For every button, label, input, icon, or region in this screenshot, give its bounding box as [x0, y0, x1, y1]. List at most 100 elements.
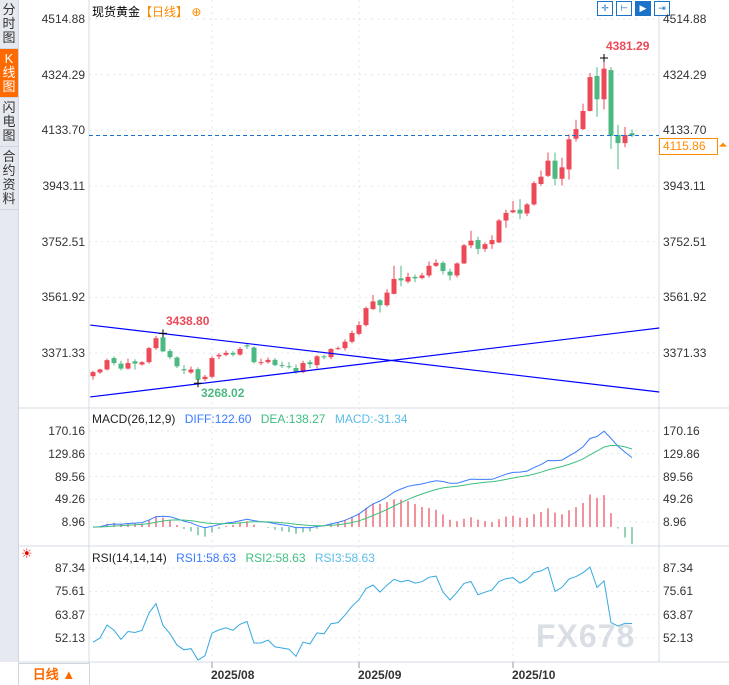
period-label: 【日线】 — [140, 5, 189, 19]
candle-body — [468, 240, 474, 246]
extreme-marker-icon — [600, 54, 608, 63]
candle-body — [454, 263, 460, 276]
candle-body — [601, 68, 607, 100]
candle-body — [622, 134, 628, 144]
extreme-marker-icon — [194, 379, 202, 388]
right-axis-tick: 3371.33 — [663, 346, 707, 361]
right-axis-tick: 170.16 — [663, 424, 700, 438]
go-latest-icon[interactable]: ⇥ — [654, 1, 670, 16]
candle-body — [384, 292, 390, 306]
candle-body — [503, 212, 509, 221]
x-axis-tick: 2025/10 — [512, 668, 556, 682]
watermark-logo: FX678 — [536, 618, 636, 654]
candle-body — [524, 204, 530, 214]
candle-body — [181, 369, 187, 371]
crosshair-icon[interactable]: ✛ — [597, 1, 613, 16]
macd-diff-line — [92, 430, 633, 529]
candle-body — [349, 332, 355, 342]
trend-line — [90, 327, 660, 398]
candle-body — [223, 352, 229, 355]
candle-body — [412, 276, 418, 279]
candle-body — [132, 361, 138, 364]
right-axis-tick: 4133.70 — [663, 123, 707, 138]
rsi-name: RSI(14,14,14) — [92, 551, 167, 565]
play-icon[interactable]: ▶ — [635, 1, 651, 16]
left-axis-tick: 3752.51 — [41, 234, 85, 249]
left-axis-tick: 49.26 — [54, 492, 85, 507]
left-axis-tick: 8.96 — [61, 515, 85, 529]
period-selector-button[interactable]: 日线 ▲ — [18, 663, 90, 685]
candle-body — [90, 372, 96, 377]
candle-body — [307, 362, 313, 365]
right-axis-tick: 3943.11 — [663, 179, 706, 193]
candle-body — [97, 369, 103, 373]
candle-body — [587, 77, 593, 111]
candle-body — [608, 70, 614, 136]
candle-body — [405, 276, 411, 282]
candle-body — [335, 348, 341, 350]
instrument-name: 现货黄金 — [92, 5, 141, 19]
right-axis-tick: 87.34 — [663, 561, 694, 576]
right-axis-tick: 3561.92 — [663, 290, 707, 305]
range-icon[interactable]: ⊢ — [616, 1, 632, 16]
right-axis-tick: 3752.51 — [663, 234, 707, 249]
candle-body — [209, 358, 215, 377]
right-axis-tick: 8.96 — [663, 515, 687, 529]
crosshair-plus-icon[interactable]: ⊕ — [191, 5, 202, 19]
candle-body — [272, 359, 278, 366]
candle-body — [251, 347, 257, 363]
candle-body — [356, 325, 362, 334]
right-axis-tick: 52.13 — [663, 631, 694, 645]
candle-body — [489, 240, 495, 245]
left-axis-tick: 63.87 — [54, 607, 85, 622]
right-axis-tick: 49.26 — [663, 492, 694, 507]
left-axis-tick: 3561.92 — [41, 290, 85, 305]
macd-dea-line — [92, 444, 633, 528]
left-axis-tick: 3943.11 — [42, 179, 86, 193]
settings-sun-icon[interactable]: ☀ — [21, 546, 33, 561]
left-axis-tick: 4133.70 — [41, 123, 85, 138]
high-price-label: 3438.80 — [166, 314, 210, 329]
sidebar-tab-kline[interactable]: K线图 — [0, 49, 18, 98]
candle-body — [279, 365, 285, 367]
candle-body — [265, 359, 271, 363]
triangle-up-icon: ▲ — [62, 667, 76, 682]
trend-line — [90, 324, 660, 393]
candle-body — [482, 244, 488, 249]
candle-body — [160, 337, 166, 352]
sidebar-tab-timeshare[interactable]: 分时图 — [0, 0, 18, 49]
macd-value: MACD:-31.34 — [334, 412, 408, 426]
macd-diff: DIFF:122.60 — [184, 412, 252, 426]
candle-body — [517, 209, 523, 214]
candle-body — [286, 366, 292, 368]
right-axis-tick: 89.56 — [663, 469, 694, 484]
candle-body — [293, 368, 299, 373]
candle-body — [237, 349, 243, 355]
candle-body — [545, 160, 551, 176]
candle-body — [475, 240, 481, 249]
right-axis-tick: 63.87 — [663, 607, 694, 622]
left-axis-tick: 170.16 — [48, 424, 85, 438]
rsi-line — [92, 566, 633, 661]
candle-body — [552, 160, 558, 179]
sidebar: 分时图 K线图 闪电图 合约资料 — [0, 0, 19, 662]
candle-body — [146, 348, 152, 363]
candle-body — [111, 358, 117, 364]
candle-body — [188, 369, 194, 373]
candle-body — [125, 363, 131, 369]
sidebar-tab-flash[interactable]: 闪电图 — [0, 98, 18, 147]
candle-body — [559, 167, 565, 179]
scroll-up-icon[interactable]: ⏶ — [719, 140, 727, 151]
candle-body — [230, 352, 236, 355]
candle-body — [104, 360, 110, 370]
candle-body — [496, 220, 502, 243]
low-price-label: 3268.02 — [201, 386, 245, 401]
candle-body — [510, 210, 516, 213]
macd-legend: MACD(26,12,9) DIFF:122.60 DEA:138.27 MAC… — [92, 412, 414, 426]
sidebar-tab-contract-info[interactable]: 合约资料 — [0, 147, 18, 210]
left-axis-tick: 87.34 — [54, 561, 85, 576]
x-axis-tick: 2025/08 — [211, 668, 255, 682]
right-axis-tick: 4514.88 — [663, 12, 707, 26]
left-axis-tick: 89.56 — [54, 469, 85, 484]
